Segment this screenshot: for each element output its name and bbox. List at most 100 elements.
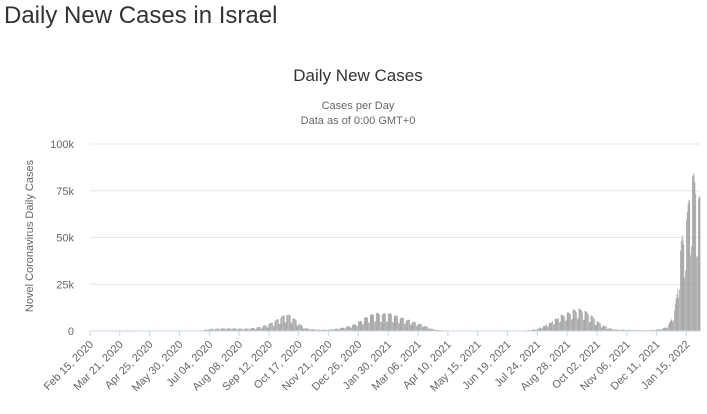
bar <box>539 327 541 331</box>
bar <box>238 328 240 331</box>
bar <box>243 329 244 331</box>
bar <box>312 329 313 331</box>
bar <box>594 318 595 331</box>
bar <box>579 308 581 331</box>
bar <box>359 321 361 331</box>
bar <box>415 325 417 331</box>
y-axis-ticks: 0 25k 50k 75k 100k <box>50 139 74 338</box>
bar <box>687 203 689 331</box>
bar <box>254 329 256 331</box>
bar <box>338 329 340 331</box>
bar <box>335 328 337 331</box>
bar <box>594 324 596 331</box>
bar <box>576 319 578 331</box>
bar <box>215 328 217 331</box>
bar <box>375 321 376 331</box>
bar <box>695 193 697 331</box>
bar <box>674 310 675 331</box>
bar <box>626 329 628 331</box>
bar <box>407 319 409 331</box>
bar <box>207 329 208 331</box>
bar <box>632 329 634 331</box>
bar <box>349 326 351 331</box>
bar <box>674 303 676 331</box>
bar <box>332 329 334 331</box>
bar <box>311 329 312 331</box>
bar <box>623 329 625 331</box>
bar <box>222 328 224 331</box>
bar <box>386 321 387 331</box>
bar <box>217 328 219 331</box>
bar <box>663 327 665 331</box>
bar <box>590 315 592 331</box>
bar <box>223 328 225 331</box>
bar <box>224 328 225 331</box>
bar <box>308 329 310 331</box>
bar <box>219 329 220 331</box>
bar <box>283 315 285 331</box>
bar <box>316 329 317 331</box>
bar <box>547 326 548 331</box>
bar <box>667 327 668 331</box>
bar <box>235 328 237 331</box>
bar <box>677 288 679 331</box>
chart-subtitle: Cases per Day <box>322 100 395 112</box>
bar <box>569 313 570 331</box>
bar <box>581 310 582 331</box>
bar <box>346 326 348 331</box>
bar <box>342 327 344 331</box>
bar <box>322 329 323 331</box>
bar <box>386 321 388 331</box>
bar <box>678 297 680 331</box>
bar <box>697 255 698 331</box>
bar <box>233 328 235 331</box>
bar <box>549 322 551 331</box>
bar <box>641 329 643 331</box>
bar <box>414 321 415 331</box>
chart-title: Daily New Cases <box>293 66 422 85</box>
bar <box>548 326 549 331</box>
bar <box>417 323 419 331</box>
bar <box>346 326 347 331</box>
bar <box>306 328 307 331</box>
bar <box>257 327 259 331</box>
bar <box>260 327 261 331</box>
bar <box>611 328 613 331</box>
bar <box>293 318 294 331</box>
bar <box>395 315 397 331</box>
bar <box>605 326 607 331</box>
bar <box>345 328 346 331</box>
bar <box>220 329 221 331</box>
bar <box>542 328 543 331</box>
bar <box>683 244 685 331</box>
bar <box>664 327 666 331</box>
bar <box>279 323 281 331</box>
bar <box>665 326 667 331</box>
bar <box>629 329 631 331</box>
bar <box>686 219 687 331</box>
bar <box>653 329 655 331</box>
bar <box>237 329 238 331</box>
bar <box>248 328 249 331</box>
bar <box>689 200 691 331</box>
bar <box>393 316 395 331</box>
bar <box>376 312 378 331</box>
bar <box>427 326 428 331</box>
bar <box>350 327 352 331</box>
bar <box>564 315 565 331</box>
bar <box>307 328 309 331</box>
bar <box>339 329 340 331</box>
bar <box>318 329 320 331</box>
bar <box>336 328 338 331</box>
bar <box>239 328 241 331</box>
bar <box>534 329 536 331</box>
bar <box>659 329 661 331</box>
bar <box>275 320 277 331</box>
bar <box>575 310 576 331</box>
bar <box>680 250 681 331</box>
bar <box>212 328 214 331</box>
bar <box>283 315 284 331</box>
bar <box>432 328 434 331</box>
bar <box>220 328 222 331</box>
